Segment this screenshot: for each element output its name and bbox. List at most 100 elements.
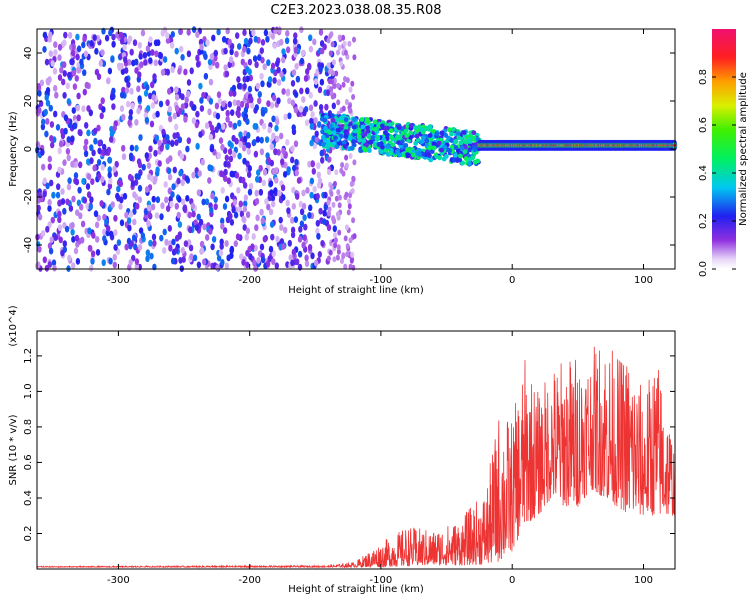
heatmap-point: [136, 158, 142, 166]
heatmap-point: [195, 110, 200, 118]
heatmap-point: [282, 171, 288, 178]
heatmap-point: [75, 209, 80, 217]
heatmap-point: [344, 162, 349, 169]
heatmap-point: [262, 168, 268, 176]
heatmap-point: [341, 34, 346, 41]
heatmap-point: [367, 148, 372, 153]
heatmap-point: [84, 138, 89, 146]
heatmap-point: [233, 240, 238, 248]
heatmap-point: [199, 240, 205, 248]
heatmap-point: [93, 127, 98, 135]
heatmap-point: [259, 208, 264, 216]
heatmap-point: [302, 234, 307, 242]
heatmap-point: [43, 108, 48, 116]
heatmap-point: [57, 54, 62, 61]
heatmap-point: [200, 158, 205, 166]
heatmap-point: [86, 191, 92, 199]
heatmap-point: [293, 46, 298, 54]
heatmap-point: [116, 239, 122, 247]
heatmap-point: [86, 173, 92, 181]
heatmap-point: [186, 29, 191, 36]
heatmap-point: [128, 109, 134, 116]
heatmap-point: [242, 135, 248, 143]
heatmap-point: [229, 170, 234, 178]
heatmap-point: [227, 38, 232, 46]
heatmap-point: [83, 144, 88, 152]
heatmap-point: [143, 59, 148, 66]
heatmap-point: [294, 158, 299, 166]
heatmap-point: [197, 170, 202, 177]
heatmap-point: [132, 208, 137, 215]
heatmap-point: [472, 159, 478, 165]
heatmap-point: [237, 119, 242, 127]
heatmap-point: [291, 203, 296, 210]
heatmap-point: [287, 97, 292, 105]
heatmap-point: [270, 62, 276, 70]
heatmap-point: [331, 215, 336, 222]
heatmap-point: [148, 36, 153, 43]
heatmap-point: [439, 147, 445, 153]
heatmap-point: [77, 186, 82, 194]
heatmap-point: [276, 66, 281, 74]
heatmap-point: [100, 49, 105, 56]
heatmap-point: [462, 149, 468, 155]
heatmap-point: [221, 123, 226, 130]
heatmap-point: [318, 66, 323, 73]
heatmap-point: [249, 96, 254, 104]
heatmap-point: [146, 220, 151, 227]
heatmap-point: [128, 259, 133, 266]
heatmap-point: [352, 117, 357, 122]
heatmap-point: [403, 143, 409, 148]
heatmap-point: [383, 125, 389, 131]
heatmap-point: [279, 38, 284, 46]
heatmap-point: [71, 107, 77, 114]
heatmap-point: [244, 233, 249, 241]
heatmap-point: [81, 105, 86, 113]
heatmap-point: [273, 187, 278, 195]
heatmap-point: [148, 239, 153, 247]
heatmap-point: [213, 49, 218, 57]
heatmap-point: [241, 215, 246, 223]
heatmap-point: [472, 147, 478, 153]
heatmap-point: [327, 156, 332, 163]
heatmap-point: [66, 98, 72, 105]
heatmap-point: [348, 192, 353, 199]
heatmap-point: [285, 88, 291, 96]
heatmap-point: [348, 153, 353, 159]
heatmap-point: [278, 216, 283, 224]
heatmap-point: [220, 217, 225, 225]
heatmap-point: [228, 155, 234, 163]
heatmap-point: [123, 56, 128, 64]
heatmap-point: [467, 147, 473, 153]
snr-y-label: SNR (10 * v/v): [8, 414, 19, 485]
heatmap-point: [101, 106, 106, 113]
heatmap-point: [413, 125, 418, 131]
heatmap-point: [168, 244, 173, 252]
heatmap-point: [301, 241, 306, 249]
heatmap-point: [343, 129, 349, 135]
heatmap-point: [226, 161, 231, 168]
heatmap-point: [191, 117, 197, 125]
heatmap-point: [300, 49, 306, 57]
heatmap-point: [87, 227, 92, 235]
heatmap-point: [137, 95, 142, 102]
heatmap-point: [222, 227, 228, 234]
snr-panel: -300 -200 -100 0 100 0.2 0.4 0.6 0.8 1.0 1.2 Heigh…: [8, 305, 676, 595]
heatmap-point: [155, 110, 160, 118]
heatmap-point: [254, 189, 259, 197]
colorbar-tick-label: 0.8: [698, 69, 709, 85]
heatmap-point: [165, 68, 170, 76]
heatmap-point: [351, 124, 357, 130]
heatmap-point: [365, 125, 370, 130]
heatmap-point: [236, 187, 241, 194]
heatmap-point: [396, 125, 402, 130]
heatmap-point: [277, 189, 282, 197]
heatmap-point: [232, 99, 237, 107]
heatmap-point: [351, 176, 356, 183]
heatmap-point: [243, 194, 248, 202]
heatmap-point: [351, 139, 356, 145]
heatmap-point: [317, 86, 323, 94]
heatmap-point: [72, 83, 78, 90]
heatmap-point: [216, 152, 221, 160]
